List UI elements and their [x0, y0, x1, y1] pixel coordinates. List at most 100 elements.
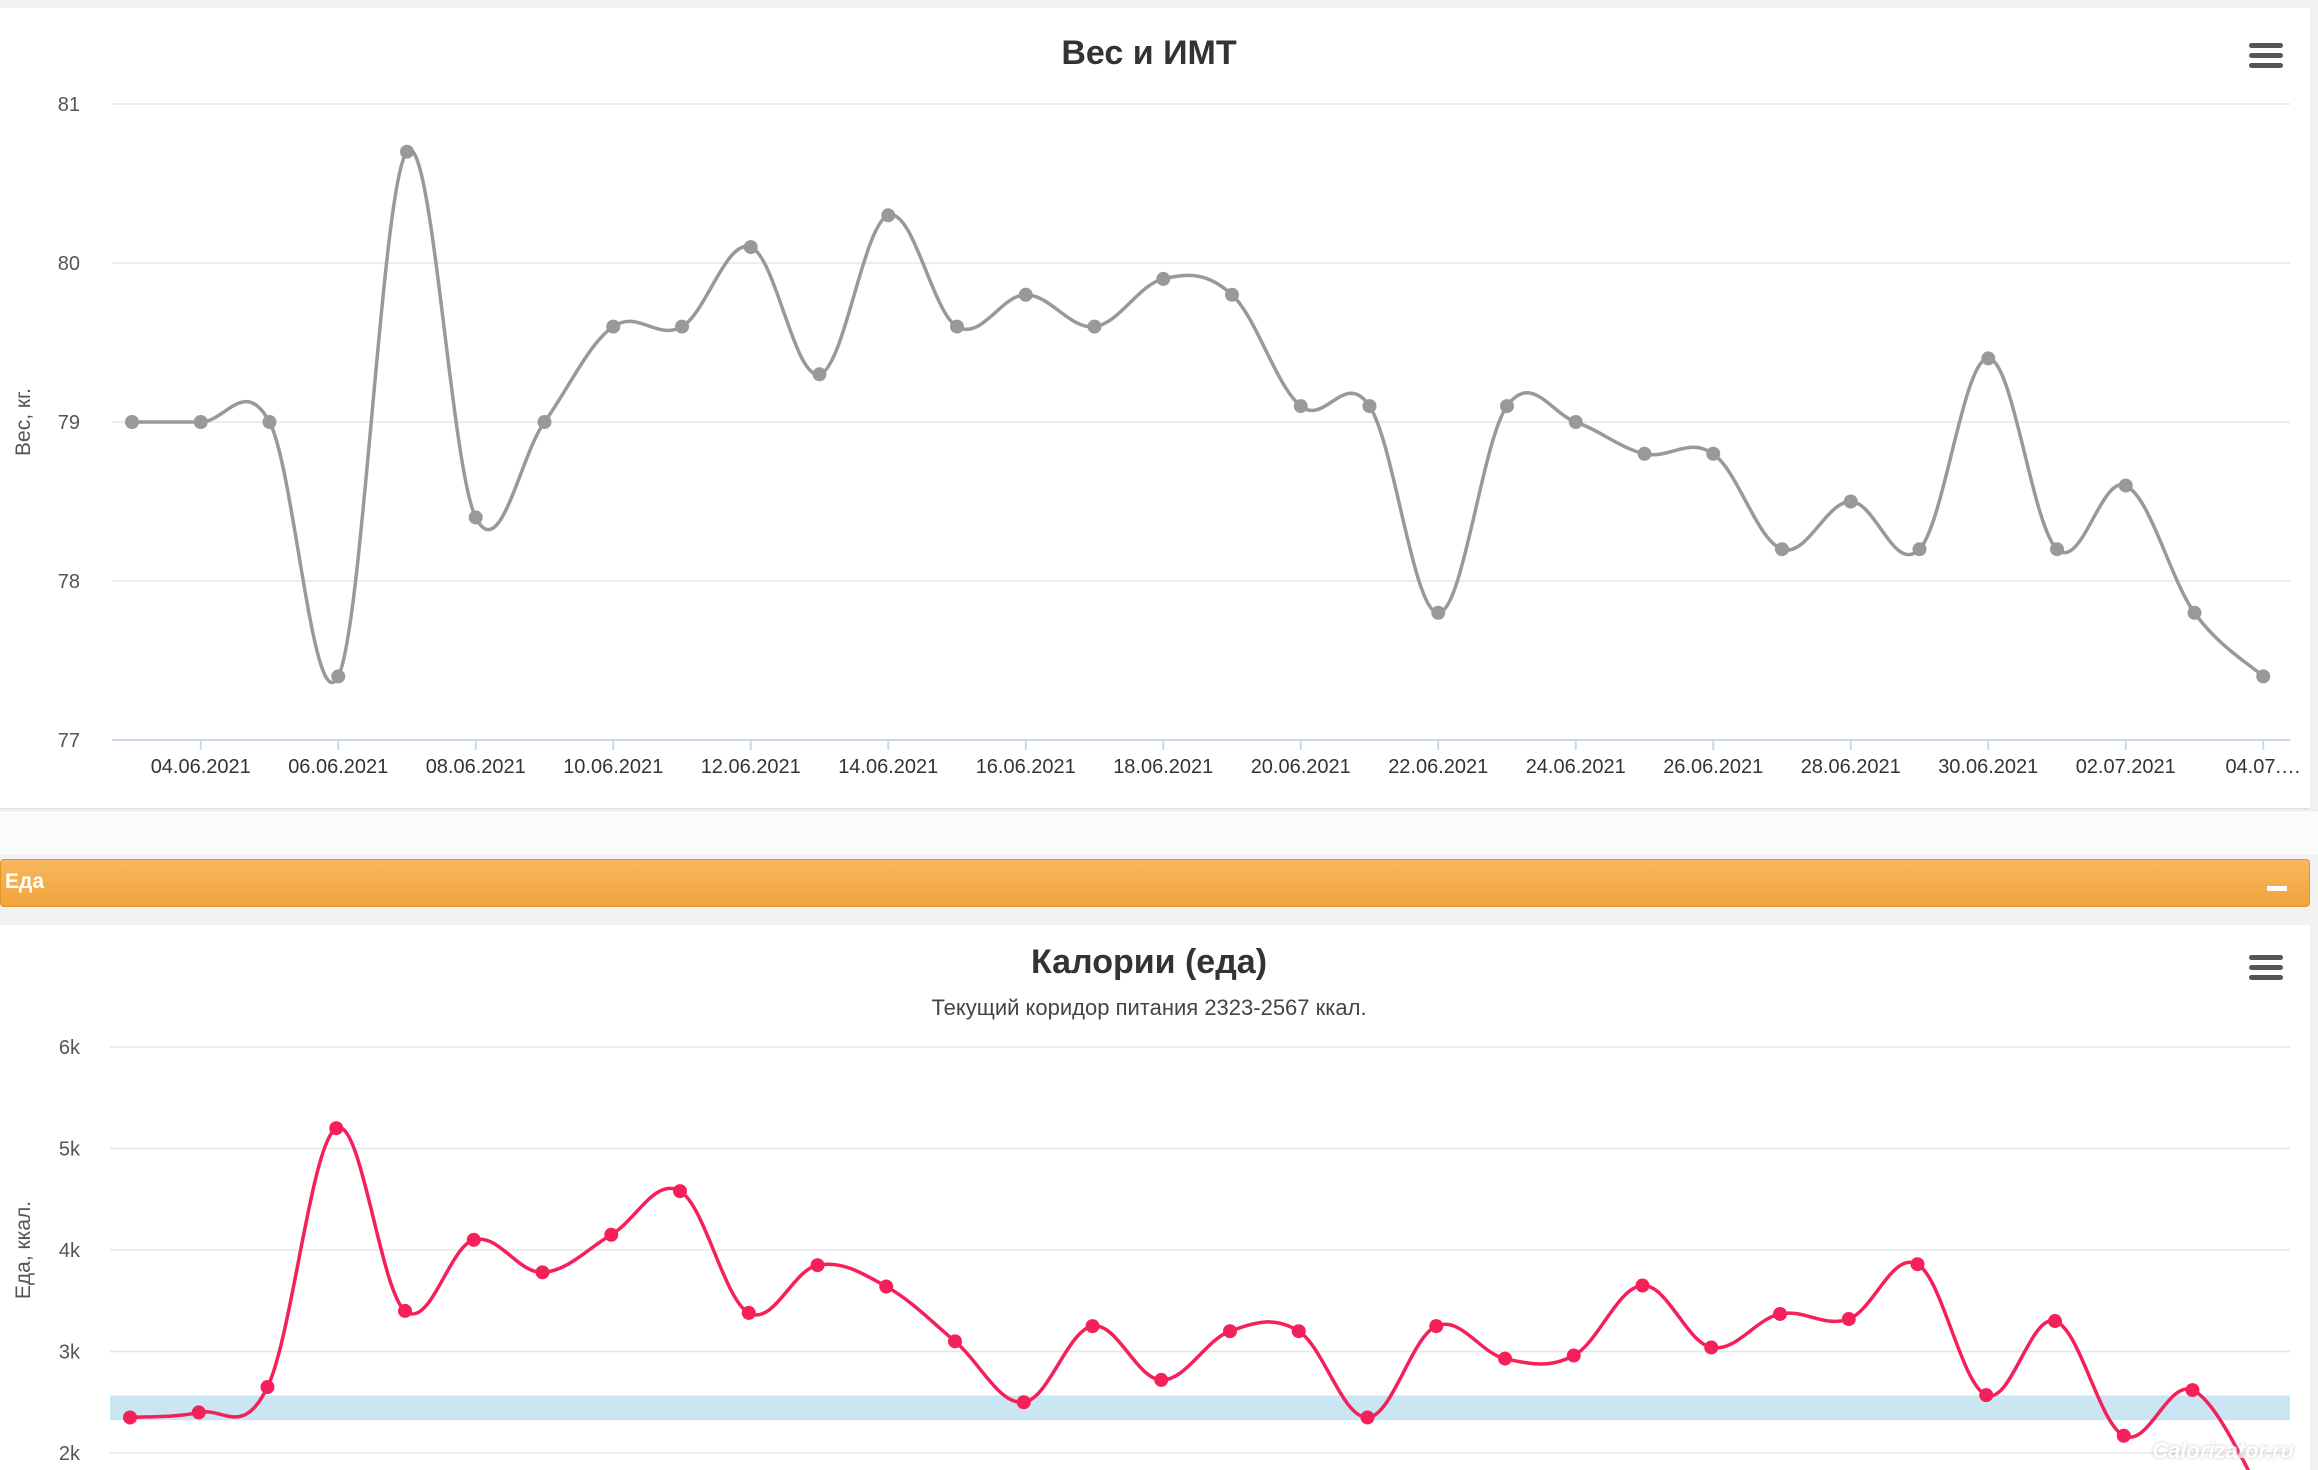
data-point [1773, 1306, 1787, 1321]
data-point [1706, 446, 1721, 461]
data-point [1566, 1348, 1581, 1363]
data-point [1981, 351, 1996, 366]
x-tick-label: 04.06.2021 [151, 756, 251, 778]
data-point [948, 1334, 962, 1349]
data-point [1431, 605, 1446, 620]
data-point [123, 1410, 137, 1425]
food-chart-panel: Калории (еда) Текущий коридор питания 232… [0, 925, 2310, 1470]
x-tick-label: 24.06.2021 [1526, 756, 1626, 778]
data-point [2256, 669, 2271, 684]
data-point [1429, 1319, 1444, 1334]
x-tick-label: 18.06.2021 [1113, 756, 1213, 778]
y-tick-label: 80 [58, 253, 80, 275]
data-point [1018, 287, 1033, 302]
data-point [675, 319, 689, 334]
data-point [1016, 1395, 1031, 1410]
data-point [2050, 542, 2064, 557]
x-tick-label: 06.06.2021 [288, 756, 388, 778]
data-point [262, 415, 277, 429]
data-point [879, 1279, 894, 1294]
data-point [398, 1303, 412, 1318]
data-point [1156, 271, 1171, 286]
data-point [400, 144, 414, 159]
x-tick-label: 20.06.2021 [1251, 756, 1351, 778]
data-point [812, 367, 827, 382]
nutrition-corridor-band [110, 1395, 2290, 1421]
data-point [1841, 1312, 1856, 1327]
x-tick-label: 04.07.… [2225, 756, 2301, 778]
y-tick-label: 4k [59, 1240, 81, 1262]
data-point [810, 1258, 825, 1273]
weight-chart-panel: Вес и ИМТ 77 78 79 80 81 Вес, кг. 04.06.2021 06.… [0, 8, 2310, 809]
data-point [1225, 287, 1239, 302]
data-point [466, 1232, 481, 1247]
data-point [331, 669, 346, 684]
chart-title: Калории (еда) [1031, 943, 1267, 981]
y-tick-label: 79 [58, 412, 80, 434]
y-tick-label: 77 [58, 730, 80, 752]
x-tick-label: 26.06.2021 [1663, 756, 1763, 778]
minus-icon[interactable] [2267, 886, 2287, 891]
data-point [1635, 1278, 1650, 1293]
data-point [1843, 494, 1858, 509]
data-point [468, 510, 483, 525]
y-tick-label: 3k [59, 1342, 81, 1364]
x-tick-label: 10.06.2021 [563, 756, 663, 778]
data-point [537, 415, 552, 429]
weight-chart: Вес и ИМТ 77 78 79 80 81 Вес, кг. 04.06.2021 06.… [12, 34, 2301, 778]
data-point [1704, 1340, 1719, 1355]
food-chart: Калории (еда) Текущий коридор питания 232… [12, 943, 2290, 1470]
data-point [1362, 399, 1377, 414]
data-point [1979, 1388, 1994, 1403]
series-line [129, 1126, 2251, 1470]
data-point [191, 1405, 206, 1420]
data-point [673, 1184, 687, 1199]
y-tick-label: 2k [59, 1443, 81, 1465]
watermark: Calorizator.ru [2152, 1438, 2294, 1463]
data-point [606, 319, 621, 334]
y-axis-title: Вес, кг. [12, 388, 35, 456]
food-chart-menu-icon[interactable] [2249, 952, 2285, 984]
series-line [131, 148, 2265, 685]
y-axis-title: Еда, ккал. [12, 1201, 35, 1299]
data-point [2116, 1428, 2131, 1443]
x-tick-label: 30.06.2021 [1938, 756, 2038, 778]
data-point [1087, 319, 1102, 334]
data-point [2185, 1383, 2200, 1398]
x-tick-label: 28.06.2021 [1801, 756, 1901, 778]
y-tick-label: 78 [58, 571, 80, 593]
chart-subtitle: Текущий коридор питания 2323-2567 ккал. [931, 995, 1366, 1020]
data-point [741, 1305, 756, 1320]
y-tick-label: 6k [59, 1037, 81, 1059]
data-point [329, 1121, 344, 1136]
data-point [1912, 542, 1927, 557]
y-tick-label: 81 [58, 94, 80, 116]
data-point [1637, 446, 1652, 461]
data-point [193, 415, 208, 429]
data-point [1291, 1324, 1306, 1339]
data-point [950, 319, 964, 334]
x-tick-label: 08.06.2021 [426, 756, 526, 778]
data-point [1223, 1324, 1237, 1339]
data-point [125, 415, 139, 429]
data-point [1568, 415, 1583, 429]
data-point [743, 240, 758, 255]
x-tick-label: 02.07.2021 [2076, 756, 2176, 778]
data-point [260, 1380, 275, 1395]
data-point [1085, 1319, 1100, 1334]
data-point [2118, 478, 2133, 493]
x-tick-label: 12.06.2021 [701, 756, 801, 778]
x-tick-label: 16.06.2021 [976, 756, 1076, 778]
y-tick-label: 5k [59, 1139, 81, 1161]
data-point [1775, 542, 1789, 557]
data-point [1910, 1257, 1925, 1272]
data-point [604, 1227, 619, 1242]
data-point [1360, 1410, 1375, 1425]
section-gap [0, 810, 2318, 855]
food-section-header[interactable]: Еда [0, 859, 2310, 907]
data-point [881, 208, 896, 223]
data-point [1154, 1372, 1169, 1387]
data-point [2048, 1314, 2062, 1329]
weight-chart-menu-icon[interactable] [2249, 40, 2285, 72]
data-point [2187, 605, 2202, 620]
